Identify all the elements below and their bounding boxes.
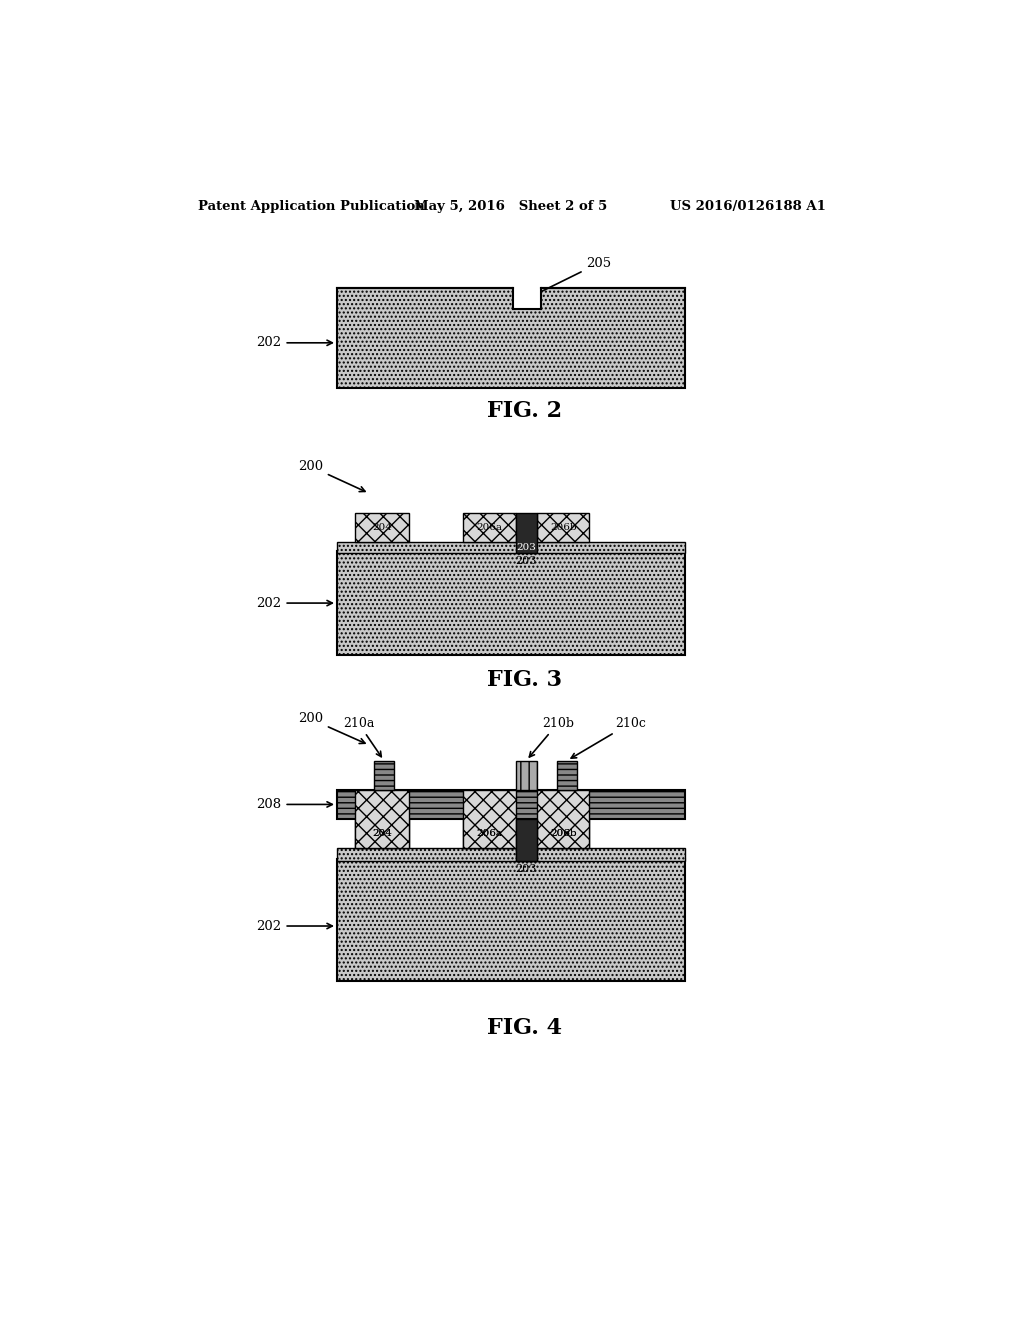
Bar [463,818,515,849]
Bar [355,512,410,543]
Bar [337,859,685,981]
Text: 205: 205 [531,256,611,297]
Bar [515,818,538,861]
Bar [337,849,685,861]
Bar [337,552,685,655]
Text: May 5, 2016   Sheet 2 of 5: May 5, 2016 Sheet 2 of 5 [414,199,607,213]
Bar [337,288,685,388]
Text: 206b: 206b [550,523,577,532]
Text: 206b: 206b [550,829,577,838]
Text: 203: 203 [516,863,537,874]
Text: 206b: 206b [550,829,577,838]
Text: Patent Application Publication: Patent Application Publication [199,199,425,213]
Text: 200: 200 [298,713,365,743]
Bar [557,760,578,789]
Bar [538,818,590,849]
Text: 210a: 210a [343,717,381,756]
Text: 203: 203 [516,543,537,552]
Text: 206a: 206a [476,523,503,532]
Text: FIG. 4: FIG. 4 [487,1018,562,1040]
Text: 206a: 206a [476,829,503,838]
Bar [538,512,590,543]
Text: FIG. 2: FIG. 2 [487,400,562,422]
Bar [337,789,685,818]
Bar [337,543,685,553]
Bar [463,512,515,543]
Bar [515,760,538,789]
Bar [513,286,541,309]
Text: FIG. 3: FIG. 3 [487,669,562,692]
Bar [374,760,394,789]
Bar [355,789,410,849]
Text: 202: 202 [256,337,332,350]
Bar [515,512,538,553]
Text: US 2016/0126188 A1: US 2016/0126188 A1 [670,199,825,213]
Text: 210c: 210c [571,717,646,758]
Bar [355,818,410,849]
Text: 204: 204 [373,829,392,838]
Bar [538,789,590,849]
Bar [515,818,538,861]
Text: 206a: 206a [476,829,503,838]
Text: 202: 202 [256,920,332,932]
Text: 204: 204 [373,523,392,532]
Bar [463,789,515,849]
Text: 208: 208 [256,797,332,810]
Text: 203: 203 [516,556,537,566]
Text: 210b: 210b [529,717,573,756]
Text: 202: 202 [256,597,332,610]
Text: 200: 200 [298,459,365,491]
Text: 204: 204 [373,829,392,838]
